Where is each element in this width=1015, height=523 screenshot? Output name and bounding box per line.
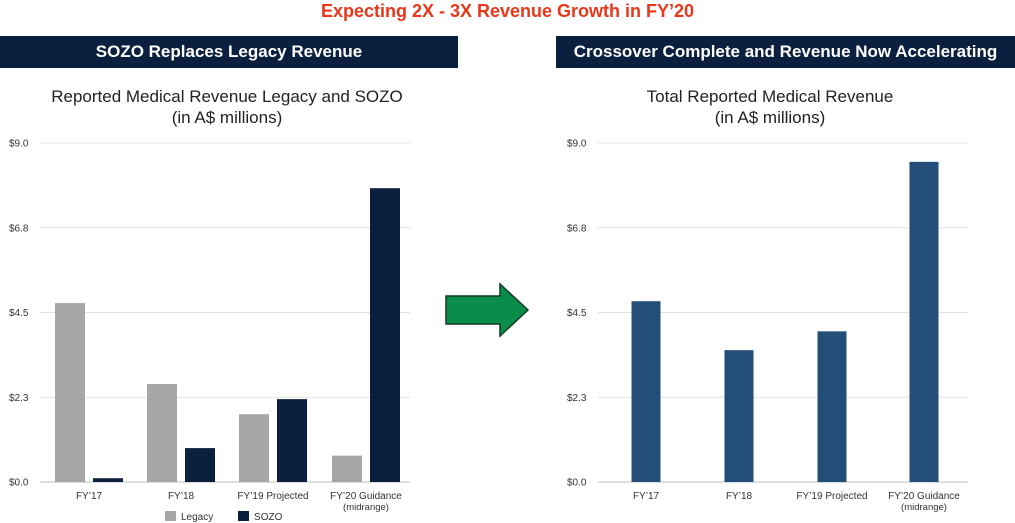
left-y-tick-label: $6.8	[9, 223, 29, 234]
legend-swatch-legacy	[165, 511, 176, 521]
left-banner: SOZO Replaces Legacy Revenue	[0, 36, 458, 68]
legend-item-sozo: SOZO	[238, 511, 283, 523]
right-chart-title-line2: (in A$ millions)	[714, 108, 826, 127]
left-bar-legacy	[332, 455, 362, 482]
right-bar-total	[817, 331, 847, 482]
right-chart-title: Total Reported Medical Revenue (in A$ mi…	[534, 86, 1006, 128]
right-y-tick-label: $2.3	[567, 393, 587, 404]
left-chart-title: Reported Medical Revenue Legacy and SOZO…	[0, 86, 454, 128]
left-x-tick-label: FY’19 Projected	[237, 491, 308, 502]
right-bar-total	[724, 350, 754, 482]
right-x-tick-label: FY’18	[726, 491, 753, 502]
left-bar-legacy	[55, 303, 85, 482]
right-arrow-icon	[445, 282, 530, 338]
left-x-tick-label: FY’18	[168, 491, 195, 502]
left-bar-legacy	[147, 384, 177, 482]
right-x-tick-label: FY’20 Guidance	[888, 491, 960, 502]
left-x-tick-label: FY’20 Guidance	[330, 491, 402, 502]
left-x-tick-sublabel: (midrange)	[343, 502, 389, 513]
left-x-tick-label: FY’17	[76, 491, 103, 502]
right-y-tick-label: $6.8	[567, 223, 587, 234]
right-x-tick-sublabel: (midrange)	[901, 502, 947, 513]
left-legend: Legacy SOZO	[165, 511, 304, 523]
right-y-tick-label: $0.0	[567, 478, 587, 489]
page-title: Expecting 2X - 3X Revenue Growth in FY’2…	[320, 1, 695, 21]
left-bar-legacy	[239, 414, 269, 482]
right-bar-total	[631, 301, 661, 482]
right-y-tick-label: $4.5	[567, 308, 587, 319]
left-bar-sozo	[277, 399, 307, 482]
left-chart-title-line1: Reported Medical Revenue Legacy and SOZO	[51, 87, 403, 106]
right-x-tick-label: FY’17	[633, 491, 660, 502]
left-y-tick-label: $9.0	[9, 139, 29, 150]
left-y-tick-label: $2.3	[9, 393, 29, 404]
legend-swatch-sozo	[238, 511, 250, 521]
left-y-tick-label: $4.5	[9, 308, 29, 319]
left-bar-sozo	[370, 188, 400, 482]
legend-label-legacy: Legacy	[181, 512, 214, 523]
right-y-tick-label: $9.0	[567, 139, 587, 150]
legend-item-legacy: Legacy	[165, 511, 216, 523]
left-y-tick-label: $0.0	[9, 478, 29, 489]
right-bar-total	[909, 161, 939, 483]
right-chart-title-line1: Total Reported Medical Revenue	[646, 87, 894, 106]
left-bar-sozo	[185, 448, 215, 482]
left-chart-title-line2: (in A$ millions)	[171, 108, 283, 127]
legend-label-sozo: SOZO	[254, 512, 283, 523]
left-bar-sozo	[93, 478, 123, 482]
right-x-tick-label: FY’19 Projected	[796, 491, 867, 502]
right-banner: Crossover Complete and Revenue Now Accel…	[556, 36, 1015, 68]
